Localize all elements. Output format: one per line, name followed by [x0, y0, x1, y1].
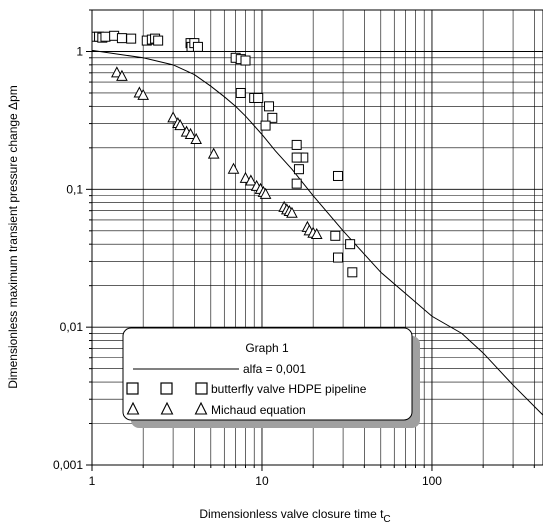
triangle-point [245, 174, 257, 186]
legend-triangle-marker [160, 401, 174, 415]
legend-square-swatches [126, 382, 208, 395]
square-point [291, 152, 302, 163]
triangle-point [190, 132, 202, 144]
legend: Graph 1 alfa = 0,001 butterfly valve HDP… [122, 327, 420, 428]
triangle-point [174, 119, 186, 131]
square-point [126, 33, 137, 44]
legend-entry-butterfly: butterfly valve HDPE pipeline [211, 382, 367, 396]
legend-entry-alfa: alfa = 0,001 [243, 362, 306, 376]
legend-triangle-marker [194, 401, 208, 415]
y-tick-label: 0,01 [60, 320, 84, 334]
triangle-point [286, 206, 298, 218]
x-axis-label: Dimensionless valve closure time tC [199, 507, 390, 525]
legend-square-marker [126, 382, 139, 395]
square-point [240, 55, 251, 66]
legend-square-marker [160, 382, 173, 395]
y-tick-label: 1 [76, 44, 83, 58]
square-point [345, 239, 356, 250]
x-tick-label: 1 [89, 474, 96, 488]
triangle-point [259, 187, 272, 199]
legend-title: Graph 1 [245, 341, 289, 355]
triangle-point [184, 127, 197, 139]
triangle-point [227, 162, 240, 174]
square-point [347, 267, 358, 278]
square-point [332, 252, 343, 263]
square-point [264, 101, 275, 112]
triangle-point [111, 66, 123, 78]
square-point [293, 164, 304, 175]
square-point [332, 170, 343, 181]
series-butterfly-valve-points [92, 30, 358, 278]
square-point [192, 41, 203, 52]
legend-box [122, 327, 413, 421]
legend-entry-michaud: Michaud equation [211, 403, 306, 417]
y-tick-label: 0,1 [66, 182, 83, 196]
x-tick-label: 100 [422, 474, 442, 488]
triangle-point [137, 88, 149, 100]
square-point [235, 87, 246, 98]
y-tick-label: 0,001 [53, 458, 83, 472]
square-point [330, 230, 341, 241]
square-point [116, 33, 127, 44]
series-michaud-points [111, 66, 323, 240]
legend-square-marker [195, 382, 208, 395]
square-point [260, 120, 271, 131]
triangle-point [207, 147, 220, 159]
axis-ticks [86, 9, 535, 471]
square-point [100, 31, 111, 42]
triangle-point [116, 69, 128, 81]
legend-triangle-swatches [126, 401, 208, 415]
square-point [291, 139, 302, 150]
plot-frame [91, 9, 543, 466]
square-point [291, 178, 302, 189]
legend-triangle-marker [126, 401, 140, 415]
square-point [153, 35, 164, 46]
series-line-alfa [92, 49, 543, 416]
y-axis-label: Dimensionless maximum transient pressure… [6, 85, 20, 388]
square-point [267, 112, 278, 123]
triangle-point [310, 227, 323, 240]
square-point [253, 92, 264, 103]
tick-labels: 1 10 100 0,001 0,01 0,1 1 [53, 44, 442, 488]
x-tick-label: 10 [255, 474, 269, 488]
series-alfa-line [92, 49, 543, 416]
triangle-point [167, 111, 179, 123]
